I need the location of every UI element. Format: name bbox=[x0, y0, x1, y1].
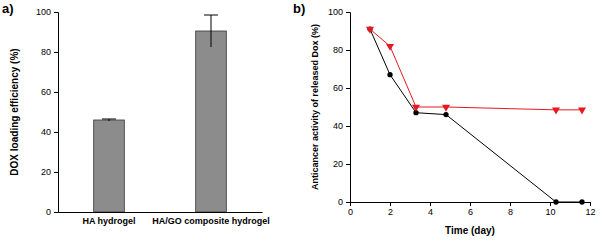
tick-label: 20 bbox=[41, 167, 51, 177]
tick-label: 6 bbox=[468, 207, 473, 217]
tick: 8 bbox=[508, 202, 513, 217]
bar bbox=[94, 120, 125, 212]
x-axis: HA hydrogel HA/GO composite hydrogel bbox=[59, 212, 270, 226]
tick-mark bbox=[346, 88, 350, 89]
tick: 0 bbox=[46, 207, 58, 217]
tick-label: 100 bbox=[36, 7, 51, 17]
tick-label: 20 bbox=[333, 159, 343, 169]
tick: 2 bbox=[388, 202, 393, 217]
tick-label: 0 bbox=[338, 197, 343, 207]
axis-line bbox=[351, 203, 591, 207]
tick-mark bbox=[54, 92, 58, 93]
tick-mark bbox=[54, 172, 58, 173]
error-cap bbox=[204, 15, 218, 16]
y-axis-title: Anticancer activity of released Dox (%) bbox=[310, 24, 320, 190]
tick-mark bbox=[346, 164, 350, 165]
tick-label: 4 bbox=[428, 207, 433, 217]
tick-mark bbox=[430, 202, 431, 206]
tick-mark bbox=[54, 12, 58, 13]
marker bbox=[386, 44, 394, 51]
tick-mark bbox=[346, 50, 350, 51]
tick-label: 8 bbox=[508, 207, 513, 217]
tick: 4 bbox=[428, 202, 433, 217]
marker bbox=[578, 108, 586, 115]
tick-mark bbox=[54, 132, 58, 133]
tick: 100 bbox=[36, 7, 58, 17]
tick: 60 bbox=[41, 87, 58, 97]
tick: 40 bbox=[333, 121, 350, 131]
tick: 20 bbox=[333, 159, 350, 169]
tick-label: 80 bbox=[41, 47, 51, 57]
tick: 40 bbox=[41, 127, 58, 137]
tick-label: 2 bbox=[388, 207, 393, 217]
tick-mark bbox=[346, 126, 350, 127]
series-line bbox=[370, 29, 582, 110]
figure: 020406080100HA hydrogelHA/GO composite h… bbox=[0, 0, 602, 244]
tick-label: 40 bbox=[333, 121, 343, 131]
tick: 0 bbox=[338, 197, 350, 207]
tick: 0 bbox=[348, 202, 353, 217]
tick-mark bbox=[346, 12, 350, 13]
axis-line bbox=[346, 13, 351, 203]
tick-label: 100 bbox=[328, 7, 343, 17]
panel-title: a) bbox=[2, 1, 14, 16]
x-axis: 0 2 4 6 8 10 12 bbox=[348, 202, 596, 217]
tick-mark bbox=[54, 212, 58, 213]
marker bbox=[442, 105, 450, 112]
error-bar bbox=[204, 15, 218, 47]
tick-label: 0 bbox=[348, 207, 353, 217]
error-line bbox=[211, 15, 212, 47]
tick-label: 12 bbox=[585, 207, 595, 217]
tick-label: 40 bbox=[41, 127, 51, 137]
panel-b: 0 20 40 60 80 100 0 2 4 6 8 10 12 Time (day) Anticance… bbox=[293, 1, 596, 236]
plot-area bbox=[366, 26, 586, 204]
tick-mark bbox=[346, 202, 350, 203]
tick-label: 60 bbox=[41, 87, 51, 97]
marker bbox=[412, 105, 420, 112]
bar bbox=[196, 31, 227, 212]
panel-title: b) bbox=[293, 1, 305, 16]
series-line bbox=[370, 29, 582, 202]
tick: 6 bbox=[468, 202, 473, 217]
error-bar bbox=[102, 119, 116, 121]
axis-line bbox=[54, 13, 59, 213]
y-axis-title: DOX loading efficiency (%) bbox=[9, 48, 20, 175]
tick: 20 bbox=[41, 167, 58, 177]
tick-mark bbox=[550, 202, 551, 206]
plot-area bbox=[94, 15, 227, 212]
tick: 80 bbox=[333, 45, 350, 55]
tick: HA/GO composite hydrogel bbox=[152, 212, 270, 226]
marker bbox=[443, 112, 448, 117]
tick-mark bbox=[470, 202, 471, 206]
tick-mark bbox=[590, 202, 591, 206]
tick: 100 bbox=[328, 7, 350, 17]
panel-a: 0 20 40 60 80 100 HA hydrogel HA/GO composite h… bbox=[2, 1, 270, 226]
tick: 60 bbox=[333, 83, 350, 93]
tick: HA hydrogel bbox=[82, 212, 135, 226]
marker bbox=[387, 72, 392, 77]
tick-label: 60 bbox=[333, 83, 343, 93]
error-cap bbox=[102, 119, 116, 120]
tick-mark bbox=[54, 52, 58, 53]
category-label: HA/GO composite hydrogel bbox=[152, 216, 270, 226]
marker bbox=[366, 27, 374, 34]
tick-mark bbox=[390, 202, 391, 206]
y-axis: 0 20 40 60 80 100 bbox=[328, 7, 351, 207]
tick-mark bbox=[510, 202, 511, 206]
tick-label: 80 bbox=[333, 45, 343, 55]
tick: 12 bbox=[585, 202, 595, 217]
marker bbox=[552, 108, 560, 115]
tick-mark bbox=[350, 202, 351, 206]
axis-line bbox=[59, 212, 263, 213]
x-axis-title: Time (day) bbox=[445, 225, 495, 236]
y-axis: 0 20 40 60 80 100 bbox=[36, 7, 59, 217]
tick-label: 0 bbox=[46, 207, 51, 217]
category-label: HA hydrogel bbox=[82, 216, 135, 226]
tick: 10 bbox=[545, 202, 555, 217]
tick-label: 10 bbox=[545, 207, 555, 217]
tick: 80 bbox=[41, 47, 58, 57]
